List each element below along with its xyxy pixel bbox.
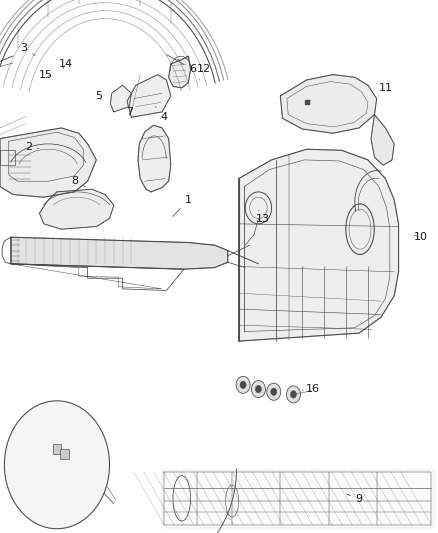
Polygon shape <box>11 237 228 269</box>
Polygon shape <box>162 470 434 528</box>
Text: 13: 13 <box>256 211 270 223</box>
Text: 16: 16 <box>302 384 320 394</box>
Text: 5: 5 <box>95 91 102 101</box>
Text: 7: 7 <box>126 107 133 117</box>
Polygon shape <box>127 75 171 117</box>
Circle shape <box>240 381 246 389</box>
Text: 6: 6 <box>167 55 196 74</box>
Text: 2: 2 <box>25 142 39 151</box>
Bar <box>53 444 61 454</box>
Polygon shape <box>39 189 114 229</box>
Text: 11: 11 <box>378 83 392 96</box>
Text: 3: 3 <box>21 43 35 55</box>
Text: 10: 10 <box>413 232 427 242</box>
Circle shape <box>271 388 277 395</box>
Text: 15: 15 <box>39 70 53 79</box>
Polygon shape <box>371 115 394 165</box>
Text: 4: 4 <box>155 107 168 122</box>
Text: 8: 8 <box>71 176 85 187</box>
Polygon shape <box>138 125 171 192</box>
Text: 14: 14 <box>59 59 73 69</box>
Circle shape <box>4 401 109 529</box>
Polygon shape <box>239 149 399 341</box>
Bar <box>60 449 69 459</box>
Text: 1: 1 <box>173 195 192 216</box>
Polygon shape <box>169 56 191 88</box>
Circle shape <box>286 386 300 403</box>
Circle shape <box>236 376 250 393</box>
Bar <box>0 150 15 165</box>
Circle shape <box>290 391 297 398</box>
Circle shape <box>267 383 281 400</box>
Text: 12: 12 <box>197 64 211 80</box>
Circle shape <box>251 381 265 398</box>
Polygon shape <box>280 75 377 133</box>
Polygon shape <box>110 85 131 112</box>
Text: 9: 9 <box>346 494 363 504</box>
Circle shape <box>255 385 261 393</box>
Polygon shape <box>0 128 96 197</box>
